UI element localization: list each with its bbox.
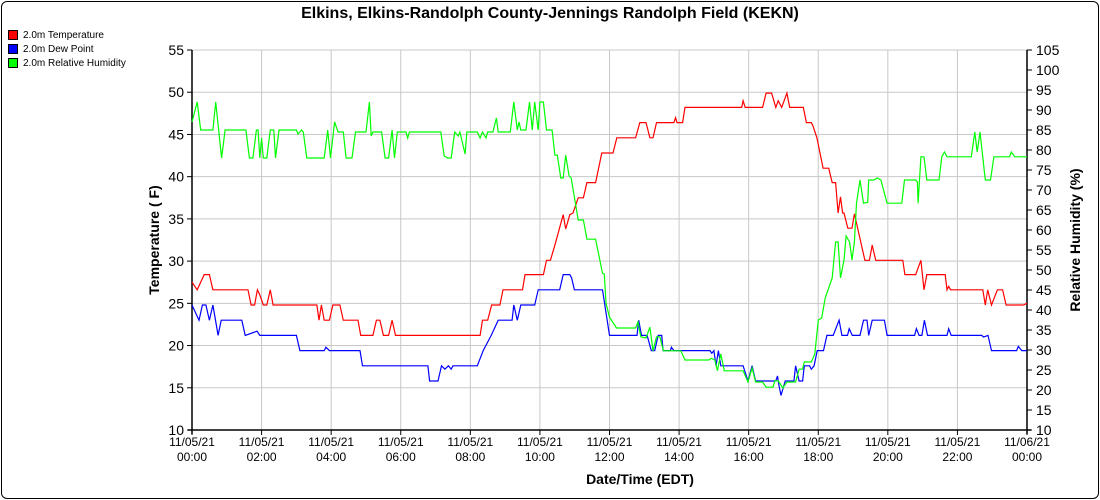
x-tick-time: 04:00 xyxy=(316,450,346,464)
y2-tick-label: 45 xyxy=(1036,282,1052,298)
y2-tick-label: 90 xyxy=(1036,102,1052,118)
x-tick-date: 11/06/21 xyxy=(1004,435,1050,449)
y-tick-label: 20 xyxy=(168,338,184,354)
y2-tick-label: 100 xyxy=(1036,62,1060,78)
legend-swatch-dew-point xyxy=(8,44,18,54)
x-tick-time: 20:00 xyxy=(873,450,903,464)
y2-tick-label: 85 xyxy=(1036,122,1052,138)
x-tick-time: 10:00 xyxy=(525,450,555,464)
y2-tick-label: 40 xyxy=(1036,302,1052,318)
legend-label: 2.0m Relative Humidity xyxy=(23,57,126,69)
legend-swatch-relative-humidity xyxy=(8,58,18,68)
x-tick-date: 11/05/21 xyxy=(447,435,493,449)
y2-tick-label: 60 xyxy=(1036,222,1052,238)
y2-tick-label: 65 xyxy=(1036,202,1052,218)
y2-tick-label: 20 xyxy=(1036,382,1052,398)
x-tick-time: 00:00 xyxy=(1012,450,1042,464)
y2-axis-label: Relative Humidity (%) xyxy=(1067,168,1083,311)
legend-swatch-temperature xyxy=(8,30,18,40)
x-tick-date: 11/05/21 xyxy=(169,435,215,449)
y2-tick-label: 95 xyxy=(1036,82,1052,98)
x-tick-time: 12:00 xyxy=(594,450,624,464)
x-axis-label: Date/Time (EDT) xyxy=(586,471,694,487)
y-tick-label: 15 xyxy=(168,380,184,396)
x-tick-time: 08:00 xyxy=(455,450,485,464)
x-tick-date: 11/05/21 xyxy=(726,435,772,449)
x-tick-time: 06:00 xyxy=(386,450,416,464)
y2-tick-label: 75 xyxy=(1036,162,1052,178)
y-tick-label: 10 xyxy=(168,422,184,438)
y2-tick-label: 10 xyxy=(1036,422,1052,438)
y2-tick-label: 35 xyxy=(1036,322,1052,338)
x-tick-date: 11/05/21 xyxy=(308,435,354,449)
y-tick-label: 25 xyxy=(168,295,184,311)
legend-item-temperature: 2.0m Temperature xyxy=(8,28,126,42)
y-tick-label: 45 xyxy=(168,126,184,142)
x-tick-date: 11/05/21 xyxy=(795,435,841,449)
y2-tick-label: 30 xyxy=(1036,342,1052,358)
y-axis-label: Temperature ( F) xyxy=(146,185,162,294)
y2-tick-label: 15 xyxy=(1036,402,1052,418)
x-tick-date: 11/05/21 xyxy=(935,435,981,449)
x-tick-date: 11/05/21 xyxy=(378,435,424,449)
legend-label: 2.0m Dew Point xyxy=(23,43,94,55)
legend-item-relative-humidity: 2.0m Relative Humidity xyxy=(8,56,126,70)
legend-item-dew-point: 2.0m Dew Point xyxy=(8,42,126,56)
y2-tick-label: 70 xyxy=(1036,182,1052,198)
x-tick-date: 11/05/21 xyxy=(517,435,563,449)
x-tick-time: 18:00 xyxy=(803,450,833,464)
y-tick-label: 35 xyxy=(168,211,184,227)
series-line-relative-humidity xyxy=(191,101,1027,390)
y-tick-label: 55 xyxy=(168,42,184,58)
y-tick-label: 40 xyxy=(168,169,184,185)
x-tick-date: 11/05/21 xyxy=(656,435,702,449)
legend: 2.0m Temperature 2.0m Dew Point 2.0m Rel… xyxy=(8,28,126,70)
y2-tick-label: 55 xyxy=(1036,242,1052,258)
x-tick-time: 14:00 xyxy=(664,450,694,464)
y2-tick-label: 25 xyxy=(1036,362,1052,378)
y-tick-label: 50 xyxy=(168,84,184,100)
x-tick-date: 11/05/21 xyxy=(865,435,911,449)
y2-tick-label: 80 xyxy=(1036,142,1052,158)
x-tick-date: 11/05/21 xyxy=(239,435,285,449)
x-tick-date: 11/05/21 xyxy=(587,435,633,449)
chart-title: Elkins, Elkins-Randolph County-Jennings … xyxy=(301,5,799,22)
y2-tick-label: 105 xyxy=(1036,42,1060,58)
x-tick-time: 16:00 xyxy=(734,450,764,464)
y-tick-label: 30 xyxy=(168,253,184,269)
x-tick-time: 22:00 xyxy=(942,450,972,464)
x-tick-time: 02:00 xyxy=(247,450,277,464)
y2-tick-label: 50 xyxy=(1036,262,1052,278)
x-tick-time: 00:00 xyxy=(177,450,207,464)
series-line-temperature xyxy=(191,90,1028,336)
legend-label: 2.0m Temperature xyxy=(23,29,104,41)
series-line-dew-point xyxy=(191,274,1027,396)
